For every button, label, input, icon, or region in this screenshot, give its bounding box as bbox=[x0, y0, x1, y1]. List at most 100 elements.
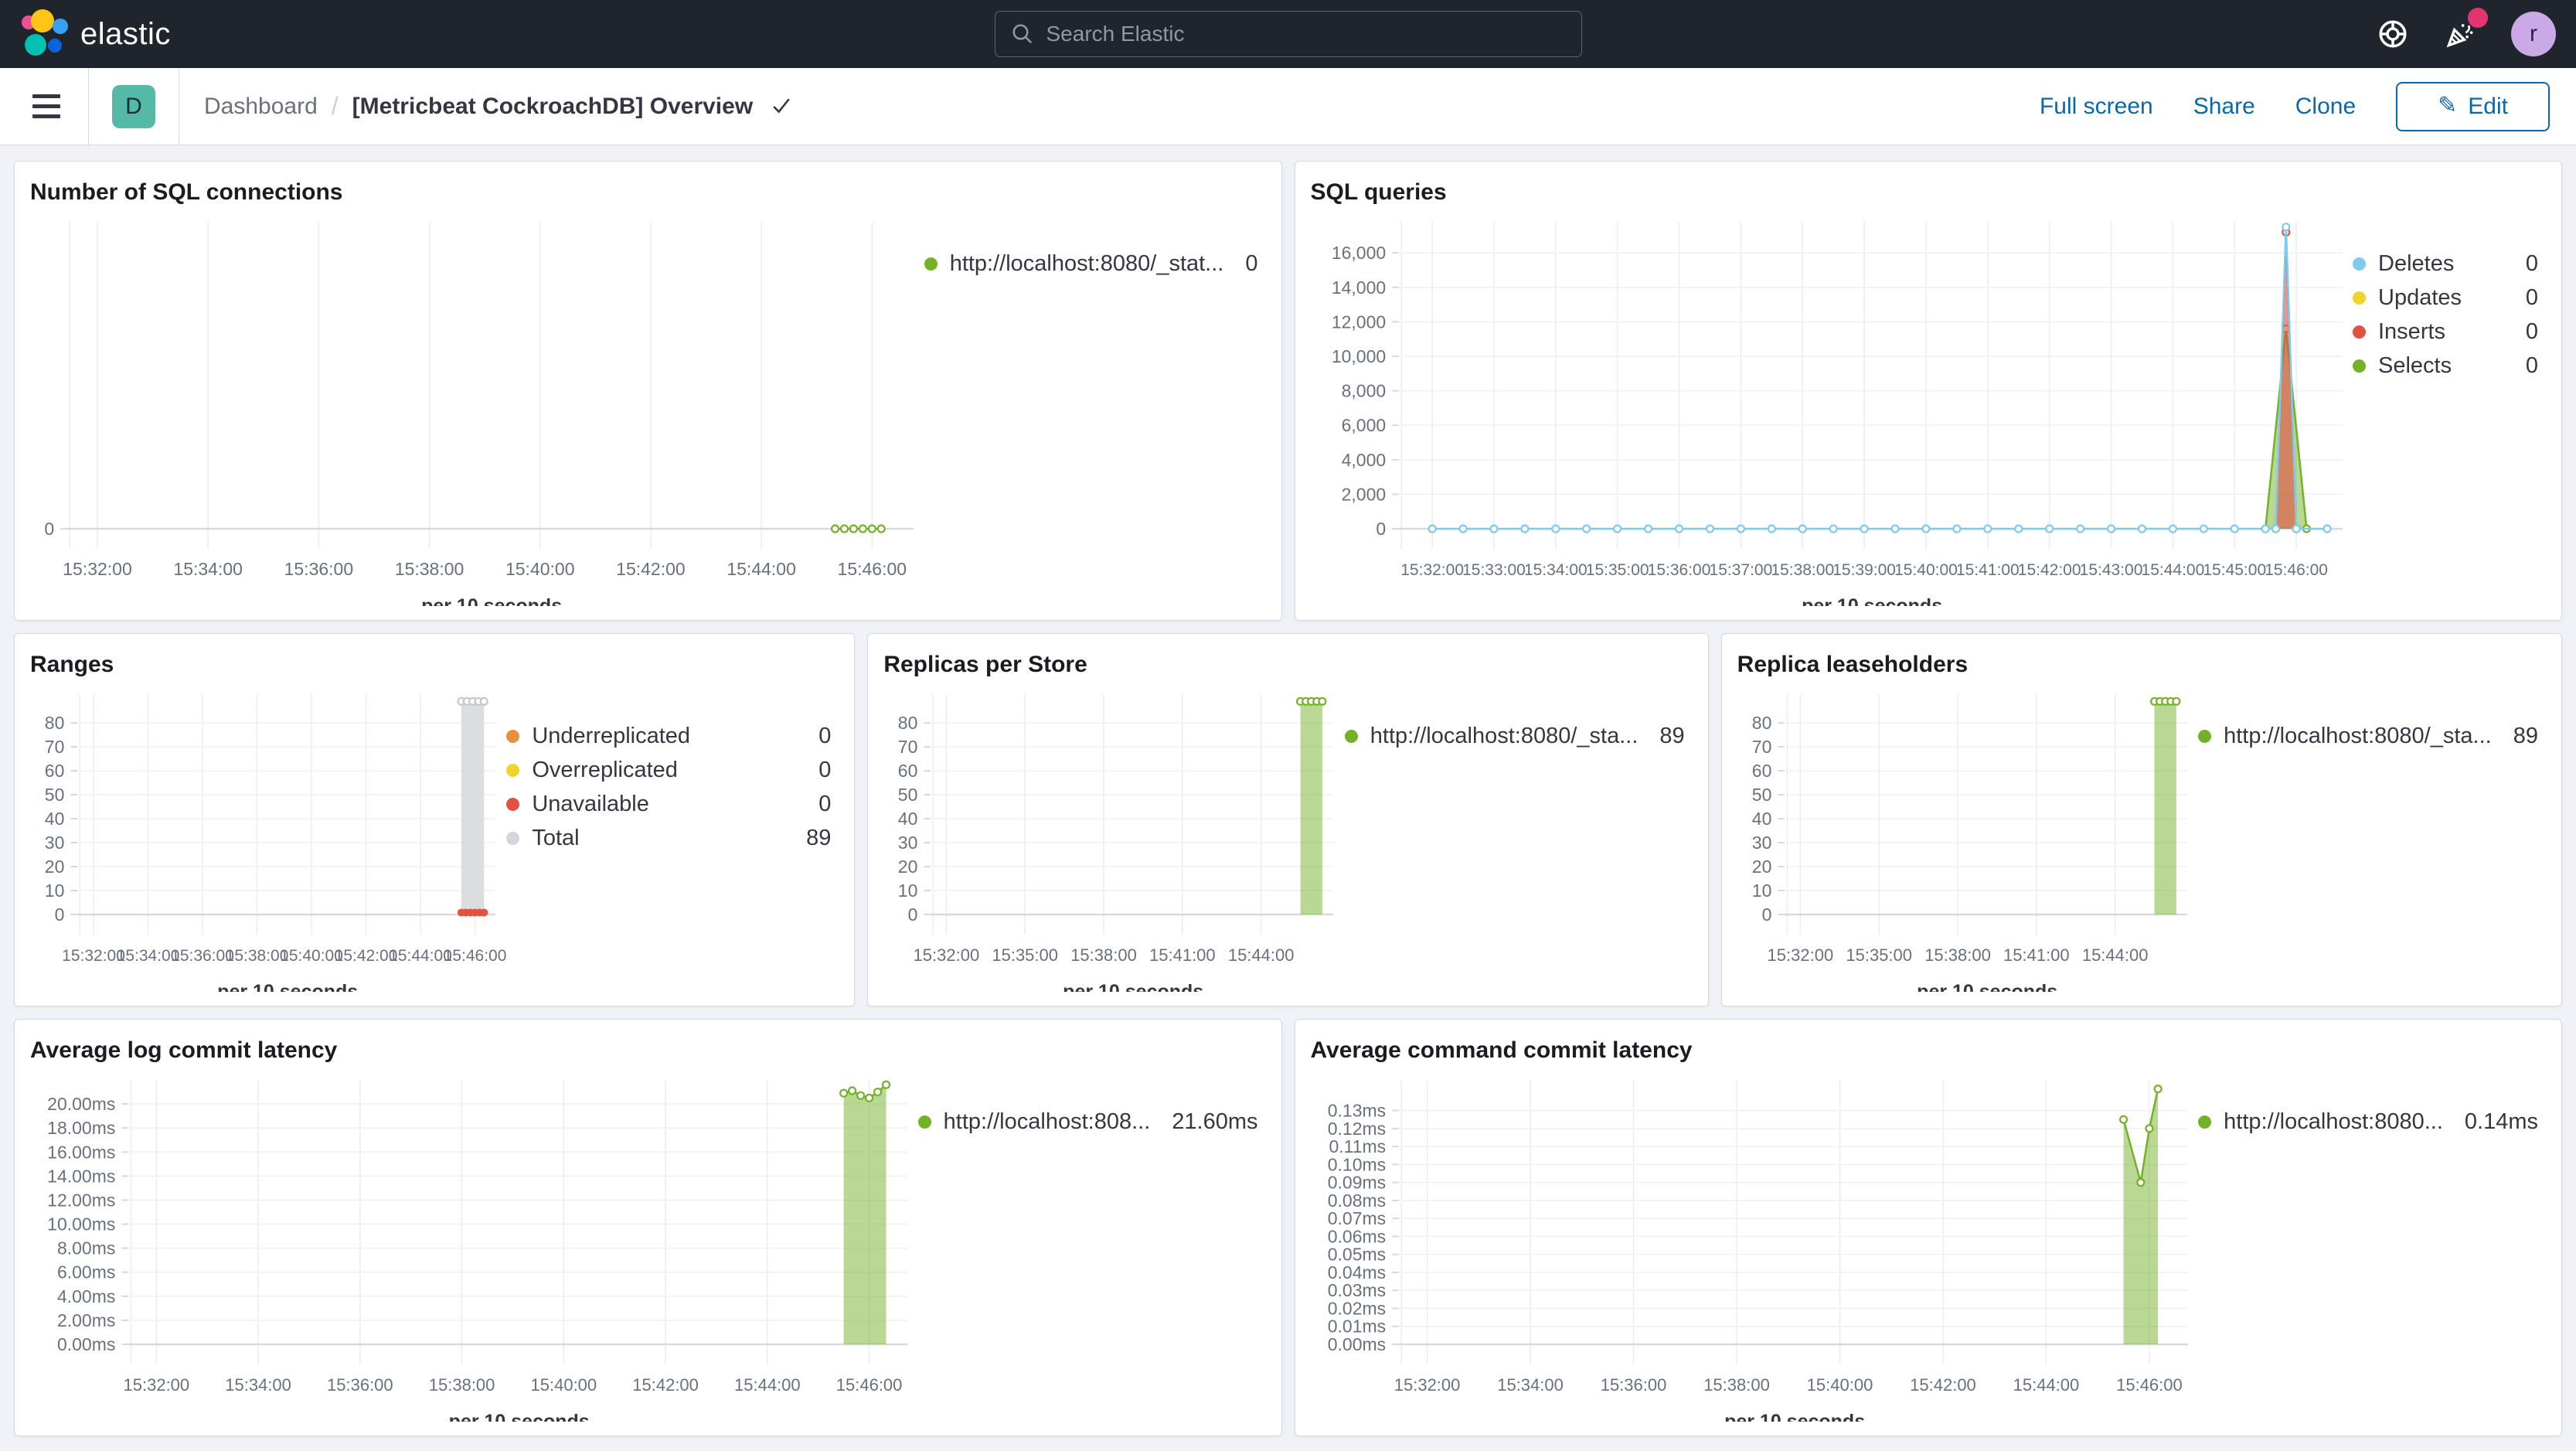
svg-text:15:42:00: 15:42:00 bbox=[1910, 1375, 1976, 1395]
svg-text:15:42:00: 15:42:00 bbox=[2017, 561, 2081, 579]
svg-text:15:36:00: 15:36:00 bbox=[284, 559, 354, 579]
svg-text:0.04ms: 0.04ms bbox=[1327, 1262, 1385, 1282]
svg-text:8.00ms: 8.00ms bbox=[57, 1238, 115, 1259]
svg-text:15:34:00: 15:34:00 bbox=[1523, 561, 1587, 579]
chart-replicas-per-store[interactable]: 0 10 20 30 40 50 60 70 80 15:32:00 15:35:00 15:38:0… bbox=[883, 682, 1344, 992]
svg-text:15:44:00: 15:44:00 bbox=[2141, 561, 2204, 579]
svg-text:per 10 seconds: per 10 seconds bbox=[449, 1411, 590, 1422]
svg-text:20: 20 bbox=[1751, 857, 1771, 877]
legend-value: 0 bbox=[818, 791, 832, 816]
legend-item[interactable]: http://localhost:8080/_sta... 89 bbox=[1344, 719, 1685, 753]
svg-text:15:32:00: 15:32:00 bbox=[1767, 945, 1833, 965]
legend-value: 0 bbox=[818, 723, 832, 748]
svg-text:0: 0 bbox=[908, 904, 918, 925]
legend-item[interactable]: http://localhost:808... 21.60ms bbox=[917, 1105, 1258, 1139]
legend-item[interactable]: Selects 0 bbox=[2353, 349, 2538, 383]
svg-text:15:41:00: 15:41:00 bbox=[1149, 945, 1216, 965]
svg-text:6.00ms: 6.00ms bbox=[57, 1262, 115, 1282]
panel-avg-log-commit-latency: Average log commit latency 0.00ms 2.00ms 4… bbox=[14, 1019, 1282, 1436]
chart-legend: Deletes 0 Updates 0 Inserts 0 Selects 0 bbox=[2353, 209, 2546, 606]
chart-avg-log-commit-latency[interactable]: 0.00ms 2.00ms 4.00ms 6.00ms 8.00ms 10.00ms 12.… bbox=[30, 1068, 918, 1422]
legend-label: http://localhost:808... bbox=[943, 1109, 1151, 1134]
svg-text:15:41:00: 15:41:00 bbox=[2003, 945, 2070, 965]
global-search[interactable] bbox=[994, 11, 1582, 57]
svg-text:50: 50 bbox=[1751, 785, 1771, 805]
breadcrumb-separator: / bbox=[331, 92, 339, 120]
svg-text:15:38:00: 15:38:00 bbox=[429, 1375, 495, 1395]
svg-text:20.00ms: 20.00ms bbox=[47, 1094, 115, 1114]
legend-swatch bbox=[506, 729, 520, 743]
menu-icon[interactable] bbox=[26, 94, 66, 118]
breadcrumb-dashboard[interactable]: Dashboard bbox=[204, 93, 318, 119]
svg-text:2,000: 2,000 bbox=[1341, 484, 1386, 504]
svg-text:15:32:00: 15:32:00 bbox=[124, 1375, 190, 1395]
clone-button[interactable]: Clone bbox=[2295, 93, 2357, 119]
chart-legend: http://localhost:8080/_sta... 89 bbox=[1344, 682, 1693, 992]
elastic-logo[interactable]: elastic bbox=[20, 9, 171, 59]
full-screen-button[interactable]: Full screen bbox=[2039, 93, 2153, 119]
svg-text:15:40:00: 15:40:00 bbox=[505, 559, 575, 579]
legend-label: Inserts bbox=[2378, 318, 2446, 344]
legend-value: 0 bbox=[2525, 250, 2538, 276]
svg-text:15:46:00: 15:46:00 bbox=[836, 1375, 903, 1395]
svg-text:15:36:00: 15:36:00 bbox=[327, 1375, 393, 1395]
svg-text:15:39:00: 15:39:00 bbox=[1832, 561, 1896, 579]
svg-text:15:43:00: 15:43:00 bbox=[2079, 561, 2142, 579]
svg-text:10.00ms: 10.00ms bbox=[47, 1214, 115, 1235]
svg-text:8,000: 8,000 bbox=[1341, 381, 1386, 401]
search-input[interactable] bbox=[1046, 22, 1566, 46]
svg-text:60: 60 bbox=[898, 761, 918, 781]
user-avatar[interactable]: r bbox=[2511, 12, 2556, 56]
chart-avg-command-commit-latency[interactable]: 0.00ms 0.01ms 0.02ms 0.03ms 0.04ms 0.05ms 0.06… bbox=[1311, 1068, 2199, 1422]
chart-legend: http://localhost:8080/_sta... 89 bbox=[2198, 682, 2546, 992]
svg-text:15:38:00: 15:38:00 bbox=[1924, 945, 1991, 965]
panel-avg-command-commit-latency: Average command commit latency 0.00ms 0.0… bbox=[1294, 1019, 2562, 1436]
legend-item[interactable]: Deletes 0 bbox=[2353, 247, 2538, 281]
chart-ranges[interactable]: 0 10 20 30 40 50 60 70 80 15:32:00 15:34:00 15:36:0… bbox=[30, 682, 506, 992]
svg-text:0.02ms: 0.02ms bbox=[1327, 1298, 1385, 1318]
legend-item[interactable]: Inserts 0 bbox=[2353, 315, 2538, 349]
svg-text:15:44:00: 15:44:00 bbox=[2013, 1375, 2079, 1395]
chart-replica-leaseholders[interactable]: 0 10 20 30 40 50 60 70 80 15:32:00 15:35:00 15:38:0… bbox=[1737, 682, 2198, 992]
svg-text:15:34:00: 15:34:00 bbox=[225, 1375, 291, 1395]
elastic-logo-icon bbox=[20, 9, 70, 59]
svg-text:per 10 seconds: per 10 seconds bbox=[1724, 1411, 1865, 1422]
legend-item[interactable]: http://localhost:8080/_stat... 0 bbox=[924, 247, 1258, 281]
svg-text:15:36:00: 15:36:00 bbox=[1600, 1375, 1666, 1395]
legend-swatch bbox=[2353, 257, 2366, 271]
share-button[interactable]: Share bbox=[2193, 93, 2255, 119]
space-badge[interactable]: D bbox=[112, 84, 155, 128]
legend-label: http://localhost:8080/_stat... bbox=[949, 250, 1224, 276]
legend-item[interactable]: Unavailable 0 bbox=[506, 787, 831, 821]
edit-button[interactable]: ✎ Edit bbox=[2396, 81, 2550, 131]
svg-text:80: 80 bbox=[1751, 713, 1771, 733]
svg-text:60: 60 bbox=[45, 761, 65, 781]
chart-sql-queries[interactable]: 0 2,000 4,000 6,000 8,000 10,000 12,000 14,000 1… bbox=[1311, 209, 2353, 606]
panel-title: Average command commit latency bbox=[1310, 1037, 1693, 1063]
legend-value: 0 bbox=[818, 757, 832, 782]
legend-item[interactable]: http://localhost:8080... 0.14ms bbox=[2198, 1105, 2538, 1139]
legend-item[interactable]: Total 89 bbox=[506, 821, 831, 855]
title-caret-icon[interactable] bbox=[771, 97, 791, 117]
legend-value: 0 bbox=[2525, 284, 2538, 310]
legend-value: 89 bbox=[2513, 723, 2538, 748]
svg-text:15:32:00: 15:32:00 bbox=[1400, 561, 1464, 579]
svg-text:30: 30 bbox=[898, 833, 918, 853]
legend-item[interactable]: Overreplicated 0 bbox=[506, 753, 831, 787]
legend-item[interactable]: http://localhost:8080/_sta... 89 bbox=[2198, 719, 2538, 753]
legend-item[interactable]: Underreplicated 0 bbox=[506, 719, 831, 753]
legend-swatch bbox=[2353, 291, 2366, 305]
svg-text:0: 0 bbox=[1376, 519, 1386, 539]
legend-swatch bbox=[506, 797, 520, 811]
chart-sql-connections[interactable]: 0 15:32:00 15:34:00 15:36:00 15:38:00 15:40:0… bbox=[30, 209, 924, 606]
search-icon bbox=[1012, 24, 1032, 44]
panel-title: Average log commit latency bbox=[30, 1037, 338, 1063]
legend-value: 0.14ms bbox=[2464, 1109, 2538, 1134]
help-icon[interactable] bbox=[2377, 18, 2409, 50]
legend-item[interactable]: Updates 0 bbox=[2353, 281, 2538, 315]
svg-text:15:34:00: 15:34:00 bbox=[117, 947, 180, 965]
newsfeed-icon[interactable] bbox=[2443, 8, 2488, 51]
svg-text:0.12ms: 0.12ms bbox=[1327, 1119, 1385, 1139]
legend-swatch bbox=[917, 1115, 931, 1129]
svg-text:15:44:00: 15:44:00 bbox=[1228, 945, 1295, 965]
